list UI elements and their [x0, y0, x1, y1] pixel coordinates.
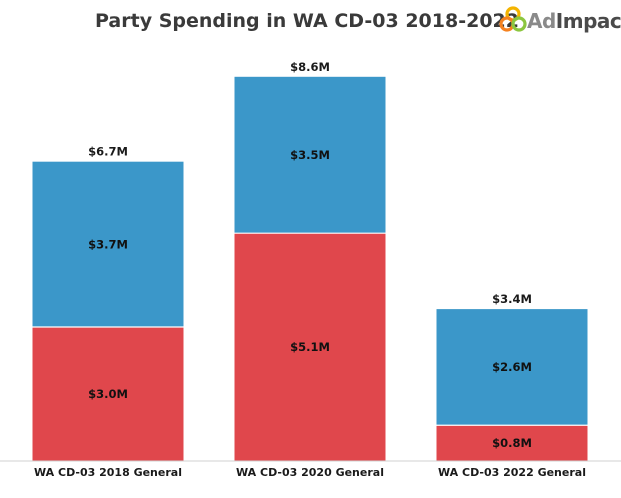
logo-wordmark: AdImpact	[527, 9, 621, 33]
chart-title: Party Spending in WA CD-03 2018-2022	[95, 10, 519, 32]
bar-total-label: $6.7M	[88, 145, 128, 159]
x-tick-label: WA CD-03 2018 General	[34, 466, 182, 479]
segment-value-label: $3.5M	[290, 148, 330, 162]
bar-segment-republican	[436, 425, 588, 461]
adimpact-logo: AdImpact	[499, 6, 621, 33]
category-labels: WA CD-03 2018 General WA CD-03 2020 Gener…	[34, 466, 586, 479]
bar-segment-democratic	[436, 309, 588, 426]
bar-segment-democratic	[234, 76, 386, 234]
segment-value-label: $3.7M	[88, 237, 128, 251]
adimpact-logo-icon	[499, 6, 527, 32]
bars-group: $3.0M $3.7M $6.7M $5.1M $3.5M $8.6M $0.8M $2.6M…	[32, 60, 588, 461]
logo-wordmark-prefix: Ad	[527, 9, 556, 33]
bar-total-label: $3.4M	[492, 292, 532, 306]
logo-wordmark-suffix: Impact	[556, 9, 621, 33]
segment-value-label: $2.6M	[492, 360, 532, 374]
bar-segment-democratic	[32, 161, 184, 327]
bar-segment-republican	[234, 233, 386, 461]
x-tick-label: WA CD-03 2020 General	[236, 466, 384, 479]
logo-icon-ring	[511, 16, 527, 32]
bar-segment-republican	[32, 326, 184, 461]
segment-value-label: $0.8M	[492, 436, 532, 450]
segment-value-label: $3.0M	[88, 387, 128, 401]
x-tick-label: WA CD-03 2022 General	[438, 466, 586, 479]
bar-total-label: $8.6M	[290, 60, 330, 74]
segment-value-label: $5.1M	[290, 340, 330, 354]
